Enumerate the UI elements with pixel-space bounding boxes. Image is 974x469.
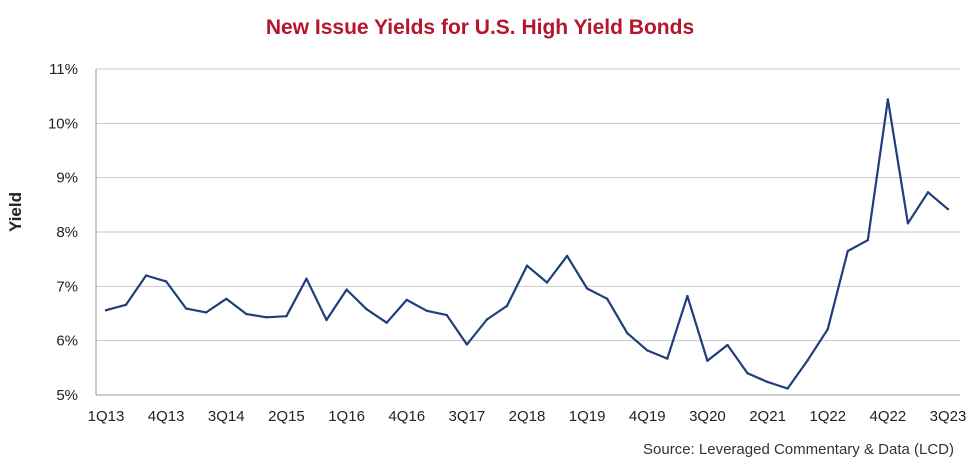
data-point <box>245 312 248 316</box>
x-tick-label: 4Q13 <box>148 408 185 425</box>
data-point <box>706 359 709 362</box>
data-point <box>345 288 348 291</box>
x-tick-label: 4Q19 <box>629 408 666 425</box>
data-point <box>926 191 930 194</box>
y-tick-label: 5% <box>56 387 78 404</box>
data-point <box>265 316 268 319</box>
y-tick-label: 7% <box>56 278 78 295</box>
data-point <box>846 249 849 253</box>
data-point <box>726 343 729 347</box>
data-point <box>686 294 689 298</box>
data-point <box>445 313 449 317</box>
data-point <box>605 297 609 301</box>
data-point <box>565 254 569 258</box>
x-tick-label: 2Q18 <box>509 408 546 425</box>
data-point <box>225 297 228 301</box>
data-point <box>365 307 368 311</box>
data-point <box>666 357 669 360</box>
data-point <box>164 280 168 283</box>
x-tick-label: 3Q23 <box>930 408 967 425</box>
data-point <box>465 343 469 346</box>
series-line <box>105 98 949 390</box>
data-point <box>946 207 950 211</box>
x-tick-label: 1Q19 <box>569 408 606 425</box>
x-tick-label: 1Q22 <box>809 408 846 425</box>
data-point <box>205 311 208 314</box>
data-point <box>585 287 589 290</box>
data-point <box>285 315 288 318</box>
source-note: Source: Leveraged Commentary & Data (LCD… <box>643 441 954 458</box>
data-point <box>405 298 408 302</box>
x-tick-label: 3Q20 <box>689 408 726 425</box>
x-tick-label: 2Q21 <box>749 408 786 425</box>
data-point <box>525 264 529 267</box>
x-tick-label: 4Q22 <box>870 408 907 425</box>
data-point <box>646 349 649 352</box>
data-point <box>124 303 128 307</box>
data-point <box>626 331 629 335</box>
data-point <box>425 309 428 312</box>
data-point <box>485 318 489 321</box>
data-point <box>866 238 870 242</box>
data-point <box>826 328 829 331</box>
x-tick-label: 2Q15 <box>268 408 305 425</box>
x-tick-label: 4Q16 <box>388 408 425 425</box>
y-tick-label: 8% <box>56 224 78 241</box>
data-point <box>766 380 769 384</box>
x-tick-label: 1Q13 <box>88 408 125 425</box>
data-point <box>746 372 749 375</box>
y-tick-label: 11% <box>49 61 78 78</box>
y-tick-label: 10% <box>48 115 78 132</box>
x-tick-label: 3Q17 <box>449 408 486 425</box>
data-point <box>385 321 388 324</box>
y-tick-label: 6% <box>56 333 78 350</box>
data-point <box>786 387 789 390</box>
data-point <box>305 277 308 280</box>
y-tick-label: 9% <box>56 170 78 187</box>
data-point <box>906 222 910 225</box>
data-point <box>104 309 108 312</box>
data-point <box>545 281 549 284</box>
data-point <box>886 98 890 101</box>
data-point <box>806 359 809 362</box>
x-tick-label: 3Q14 <box>208 408 245 425</box>
data-point <box>325 318 328 322</box>
data-point <box>184 307 188 310</box>
data-point <box>505 304 509 308</box>
data-point <box>144 274 148 277</box>
x-tick-label: 1Q16 <box>328 408 365 425</box>
chart-title: New Issue Yields for U.S. High Yield Bon… <box>265 16 695 39</box>
